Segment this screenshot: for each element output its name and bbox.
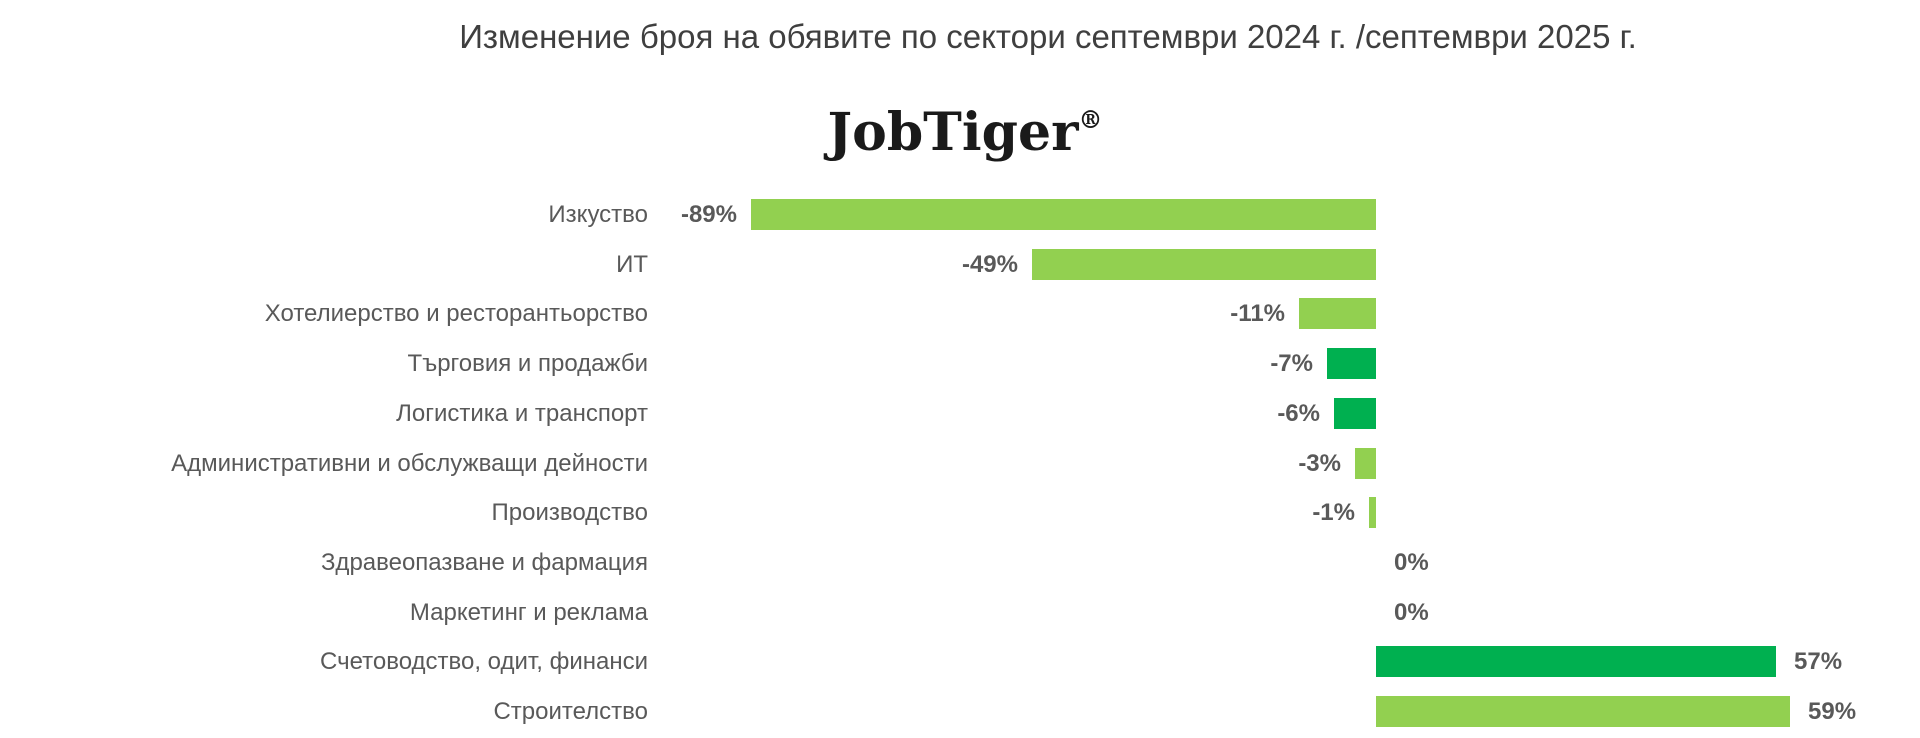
bar — [1299, 298, 1376, 329]
jobtiger-logo-text: JobTiger — [827, 102, 1079, 163]
chart-row: Счетоводство, одит, финанси 57% — [0, 637, 1920, 687]
value-label: -11% — [1230, 300, 1285, 327]
value-label: -89% — [680, 201, 737, 228]
value-label: 57% — [1794, 648, 1843, 675]
category-label: Търговия и продажби — [407, 350, 648, 377]
value-label: -49% — [961, 251, 1018, 278]
value-label: -6% — [1277, 400, 1320, 427]
category-label: Логистика и транспорт — [396, 400, 648, 427]
category-label: Производство — [491, 499, 648, 526]
bar — [1355, 448, 1376, 479]
value-label: -7% — [1270, 350, 1313, 377]
chart-row: Административни и обслужващи дейности -3% — [0, 439, 1920, 489]
bar — [1334, 398, 1376, 429]
bar — [1327, 348, 1376, 379]
chart-title: Изменение броя на обявите по сектори сеп… — [459, 18, 1637, 55]
chart-row: Производство -1% — [0, 488, 1920, 538]
value-label: -1% — [1312, 499, 1355, 526]
bar — [1032, 249, 1376, 280]
category-label: Маркетинг и реклама — [409, 599, 648, 626]
bar — [1369, 497, 1376, 528]
chart-row: Търговия и продажби -7% — [0, 339, 1920, 389]
chart-row: Логистика и транспорт -6% — [0, 389, 1920, 439]
chart-row: ИТ -49% — [0, 240, 1920, 290]
chart-row: Здравеопазване и фармация 0% — [0, 538, 1920, 588]
bar — [751, 199, 1376, 230]
category-label: Хотелиерство и ресторантьорство — [264, 300, 648, 327]
value-label: 0% — [1394, 549, 1429, 576]
chart-row: Маркетинг и реклама 0% — [0, 588, 1920, 638]
category-label: Административни и обслужващи дейности — [171, 450, 648, 477]
value-label: 59% — [1808, 698, 1857, 725]
jobtiger-logo: JobTiger® — [700, 102, 1230, 163]
category-label: Счетоводство, одит, финанси — [320, 648, 648, 675]
value-label: -3% — [1298, 450, 1341, 477]
bar — [1376, 646, 1776, 677]
value-label: 0% — [1394, 599, 1429, 626]
chart-row: Строителство 59% — [0, 687, 1920, 737]
registered-trademark-symbol: ® — [1078, 105, 1103, 134]
chart-row: Хотелиерство и ресторантьорство -11% — [0, 289, 1920, 339]
category-label: Здравеопазване и фармация — [320, 549, 648, 576]
category-label: Изкуство — [548, 201, 648, 228]
chart-row: Изкуство -89% — [0, 190, 1920, 240]
bar — [1376, 696, 1790, 727]
category-label: Строителство — [493, 698, 648, 725]
category-label: ИТ — [616, 251, 648, 278]
